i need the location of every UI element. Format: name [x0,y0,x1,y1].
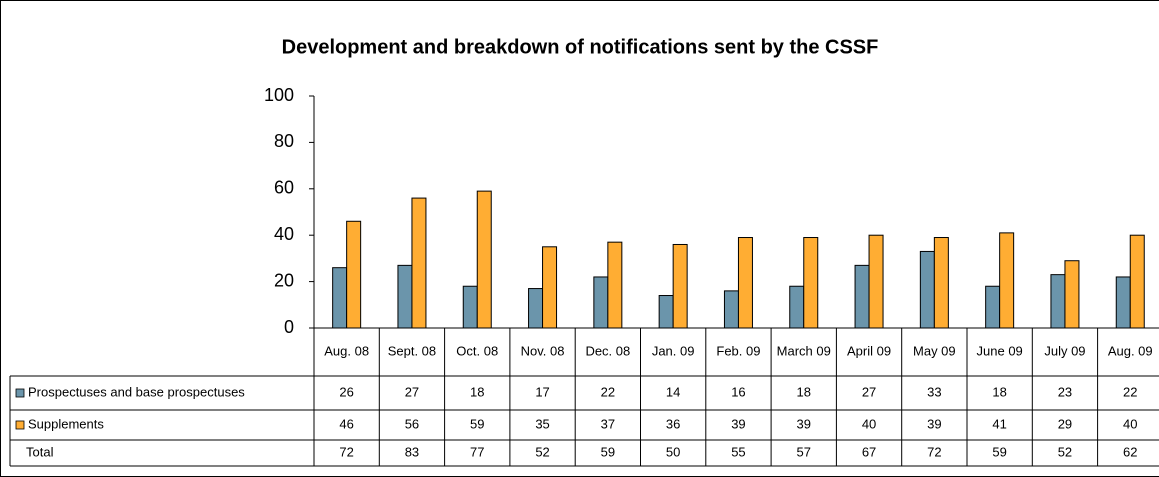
y-tick-label: 60 [274,178,294,198]
table-value: 46 [339,416,353,431]
table-value: 52 [1058,444,1072,459]
y-tick-label: 100 [264,85,294,105]
x-tick-label: Dec. 08 [585,343,630,358]
bar [737,237,753,329]
bar [985,285,1001,329]
bar [868,234,884,329]
bar [789,285,805,329]
table-value: 55 [731,444,745,459]
x-tick-label: Oct. 08 [456,343,498,358]
table-value: 18 [992,384,1006,399]
x-tick-label: Aug. 09 [1108,343,1153,358]
bar [919,250,935,329]
table-value: 57 [797,444,811,459]
table-value: 27 [862,384,876,399]
bar [528,288,544,329]
legend-label: Prospectuses and base prospectuses [28,384,245,399]
bar [397,264,413,329]
legend-label: Supplements [28,416,104,431]
bar [1050,274,1066,329]
table-value: 35 [535,416,549,431]
legend-key [15,420,25,430]
x-tick-label: Sept. 08 [388,343,436,358]
bar [593,276,609,329]
table-value: 83 [405,444,419,459]
bar [672,243,688,329]
table-value: 17 [535,384,549,399]
bar [1064,260,1080,329]
y-tick-label: 80 [274,131,294,151]
table-value: 41 [992,416,1006,431]
table-value: 36 [666,416,680,431]
table-value: 72 [927,444,941,459]
table-value: 50 [666,444,680,459]
bar [854,264,870,329]
table-value: 29 [1058,416,1072,431]
table-value: 23 [1058,384,1072,399]
table-value: 16 [731,384,745,399]
bar [476,190,492,329]
chart-title: Development and breakdown of notificatio… [282,36,879,58]
table-value: 52 [535,444,549,459]
table-value: 18 [470,384,484,399]
table-value: 39 [927,416,941,431]
bar [1115,276,1131,329]
bar [332,267,348,329]
bar [723,290,739,329]
x-tick-label: Nov. 08 [521,343,565,358]
bar [803,237,819,329]
bar [346,220,362,329]
y-tick-label: 20 [274,270,294,290]
x-tick-label: March 09 [777,343,831,358]
x-tick-label: Feb. 09 [716,343,760,358]
x-tick-label: Aug. 08 [324,343,369,358]
table-value: 22 [1123,384,1137,399]
x-tick-label: April 09 [847,343,891,358]
table-value: 59 [601,444,615,459]
table-value: 37 [601,416,615,431]
table-value: 72 [339,444,353,459]
x-tick-label: May 09 [913,343,956,358]
x-tick-label: June 09 [977,343,1023,358]
y-tick-label: 0 [284,317,294,337]
bar [1129,234,1145,329]
table-value: 26 [339,384,353,399]
table-value: 33 [927,384,941,399]
table-value: 67 [862,444,876,459]
table-value: 18 [797,384,811,399]
bar [542,246,558,329]
row-label: Total [26,444,54,459]
bar [658,295,674,329]
x-tick-label: July 09 [1044,343,1085,358]
x-tick-label: Jan. 09 [652,343,695,358]
table-value: 77 [470,444,484,459]
table-value: 39 [797,416,811,431]
table-value: 22 [601,384,615,399]
y-tick-label: 40 [274,224,294,244]
legend-key [15,388,25,398]
table-value: 27 [405,384,419,399]
table-value: 39 [731,416,745,431]
table-value: 62 [1123,444,1137,459]
table-value: 40 [862,416,876,431]
bar [462,285,478,329]
table-value: 59 [992,444,1006,459]
bar [607,241,623,329]
table-value: 40 [1123,416,1137,431]
bar [933,237,949,329]
bar [411,197,427,329]
table-value: 14 [666,384,680,399]
table-value: 59 [470,416,484,431]
bar [999,232,1015,329]
table-value: 56 [405,416,419,431]
